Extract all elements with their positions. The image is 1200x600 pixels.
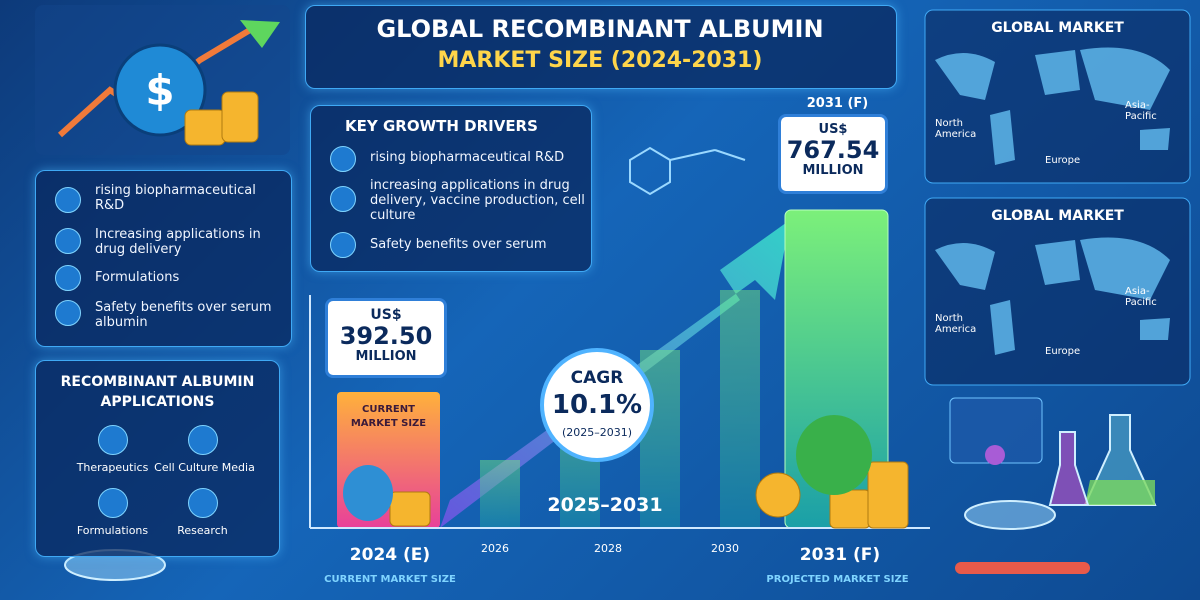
map-title: GLOBAL MARKET xyxy=(991,208,1124,224)
axis-label: 2026 xyxy=(481,542,509,555)
unit: MILLION xyxy=(802,163,864,178)
icon xyxy=(188,488,218,518)
unit: MILLION xyxy=(355,349,417,364)
icon xyxy=(98,488,128,518)
year-label: 2031 (F) xyxy=(799,545,881,565)
region: North America xyxy=(935,313,977,335)
icon xyxy=(55,300,81,326)
title: GLOBAL RECOMBINANT ALBUMIN xyxy=(376,15,824,43)
cagr-period: (2025–2031) xyxy=(561,426,633,439)
arrow-head xyxy=(240,20,280,48)
application: Therapeutics xyxy=(76,461,149,474)
list-item: Formulations xyxy=(95,270,180,285)
year-label: 2031 (F) xyxy=(806,96,869,111)
applications-panel xyxy=(35,360,280,557)
cagr-label: CAGR xyxy=(570,368,624,388)
year-label: 2024 (E) xyxy=(349,545,431,565)
list-item: increasing applications in drug delivery… xyxy=(370,178,585,223)
lab-equipment xyxy=(64,397,1157,581)
list-item: Safety benefits over serum albumin xyxy=(95,300,272,330)
key-drivers-panel xyxy=(310,105,592,272)
cagr-circle xyxy=(540,348,654,462)
currency: US$ xyxy=(370,307,402,323)
map-title: GLOBAL MARKET xyxy=(991,20,1124,36)
money-bag xyxy=(343,465,393,521)
list-item: Safety benefits over serum xyxy=(370,237,547,252)
region: Europe xyxy=(1045,346,1081,357)
caption: CURRENT MARKET SIZE xyxy=(324,574,456,585)
key-drivers-title: KEY GROWTH DRIVERS xyxy=(345,117,538,135)
icon xyxy=(55,187,81,213)
subtitle: MARKET SIZE (2024-2031) xyxy=(437,48,763,73)
money-bag xyxy=(796,415,872,495)
application: Research xyxy=(177,524,228,537)
current-value: 392.50 xyxy=(339,322,433,350)
bar-label: CURRENT MARKET SIZE xyxy=(350,404,427,429)
dollar-icon: $ xyxy=(145,66,174,115)
icon xyxy=(330,186,356,212)
projected-callout: US$ 767.54 MILLION xyxy=(778,114,888,194)
region: North America xyxy=(935,118,977,140)
icon xyxy=(330,146,356,172)
application: Formulations xyxy=(76,524,149,537)
currency: US$ xyxy=(818,122,848,137)
icon xyxy=(188,425,218,455)
icon xyxy=(330,232,356,258)
current-callout: US$ 392.50 MILLION xyxy=(325,298,447,378)
icon xyxy=(55,228,81,254)
icon xyxy=(55,265,81,291)
cagr-value: 10.1% xyxy=(551,390,643,420)
growth-arrow xyxy=(440,220,790,528)
list-item: rising biopharmaceutical R&D xyxy=(95,183,256,213)
coins xyxy=(389,461,909,529)
axis-label: 2030 xyxy=(711,542,739,555)
money-bag xyxy=(113,43,207,137)
region: Asia-Pacific xyxy=(1125,100,1157,122)
period: 2025–2031 xyxy=(547,494,663,516)
region: Asia-Pacific xyxy=(1125,286,1157,308)
title-banner xyxy=(305,5,897,89)
coins xyxy=(184,91,259,146)
caption: PROJECTED MARKET SIZE xyxy=(766,574,909,585)
applications-title: RECOMBINANT ALBUMIN APPLICATIONS xyxy=(60,374,255,410)
axis-label: 2028 xyxy=(594,542,622,555)
projected-value: 767.54 xyxy=(786,136,880,164)
list-item: Increasing applications in drug delivery xyxy=(95,227,261,257)
list-item: rising biopharmaceutical R&D xyxy=(370,150,565,165)
application: Cell Culture Media xyxy=(154,461,255,474)
icon xyxy=(98,425,128,455)
region: Europe xyxy=(1045,155,1081,166)
world-map xyxy=(935,47,1170,355)
molecule xyxy=(629,146,746,196)
